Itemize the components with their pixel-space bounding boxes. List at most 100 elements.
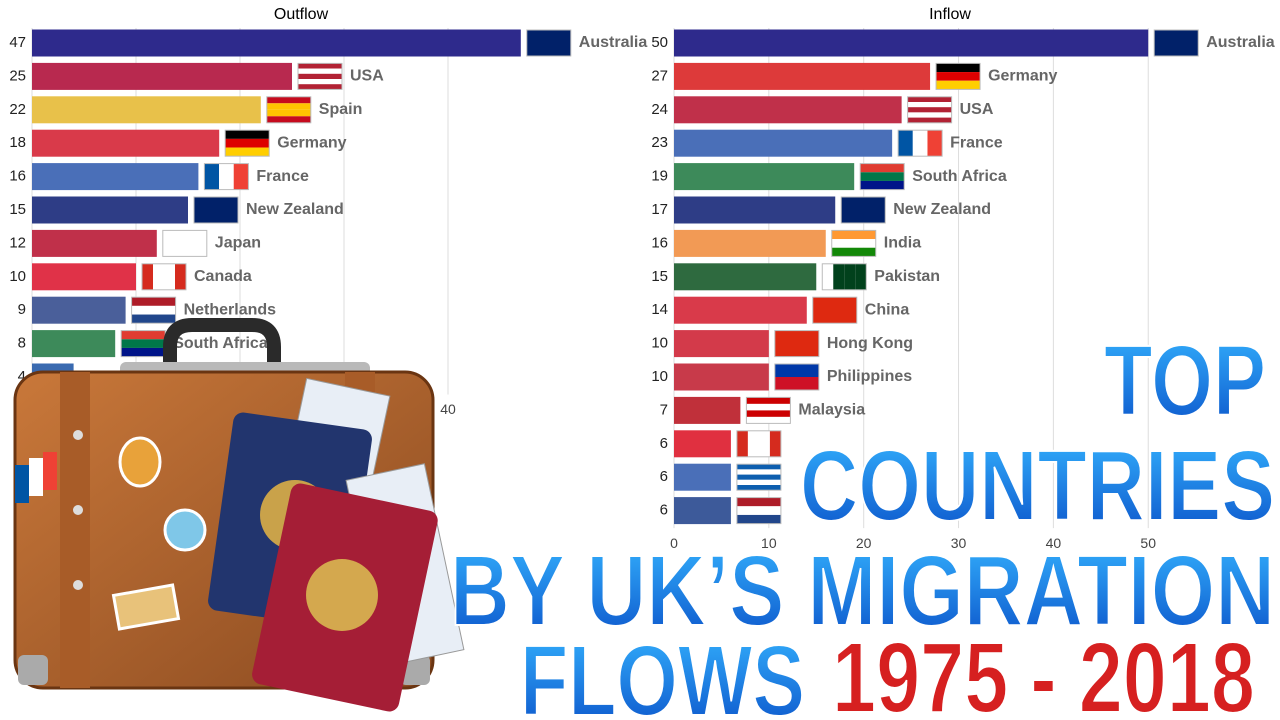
category-label: France <box>950 134 1003 151</box>
chart-title: Inflow <box>929 6 971 23</box>
category-label: Philippines <box>827 368 912 385</box>
value-label: 9 <box>18 301 26 318</box>
bar <box>32 263 136 291</box>
flag-stripe <box>774 364 819 377</box>
flag-border <box>831 229 877 257</box>
flag-stripe <box>841 197 886 223</box>
suitcase-illustration <box>13 318 465 712</box>
x-tick-label: 40 <box>440 401 456 417</box>
category-label: Germany <box>988 68 1057 85</box>
category-label: South Africa <box>912 168 1007 185</box>
bar <box>674 497 731 525</box>
flag-stripe <box>936 80 981 90</box>
flag-border <box>141 263 187 291</box>
flag-stripe <box>736 514 781 524</box>
value-label: 14 <box>651 301 668 318</box>
bar <box>674 430 731 458</box>
flag-stripe <box>204 163 220 190</box>
flag-stripe <box>907 96 952 102</box>
flag-stripe <box>746 410 791 417</box>
category-label: Pakistan <box>874 268 940 285</box>
flag-border <box>935 62 981 90</box>
category-label: France <box>256 168 309 185</box>
flag-stripe <box>736 479 781 485</box>
flag-stripe <box>266 96 311 104</box>
bar <box>32 196 188 224</box>
value-label: 15 <box>9 201 26 218</box>
flag-stripe <box>927 130 943 157</box>
flag-stripe <box>736 485 781 491</box>
value-label: 27 <box>651 67 668 84</box>
flag-border <box>203 163 249 191</box>
flag-stripe <box>225 147 270 157</box>
flag-border <box>821 263 867 291</box>
flag-border <box>812 296 858 324</box>
flag-stripe <box>907 117 952 123</box>
flag-stripe <box>131 314 176 324</box>
flag-stripe <box>225 130 270 139</box>
flag-stripe <box>860 180 905 190</box>
flag-border <box>162 229 208 257</box>
category-label: New Zealand <box>893 201 991 218</box>
bar <box>674 129 893 157</box>
bar <box>674 163 855 191</box>
value-label: 6 <box>660 502 668 519</box>
flag-stripe <box>142 263 153 290</box>
flag-stripe <box>162 230 207 257</box>
flag-stripe <box>298 84 342 90</box>
flag-stripe <box>526 30 571 56</box>
headline-text: COUNTRIES <box>800 430 1275 542</box>
category-label: USA <box>960 101 994 118</box>
flag-border <box>526 29 572 57</box>
flag-stripe <box>298 73 342 79</box>
flag-border <box>736 430 782 458</box>
flag-stripe <box>194 197 238 223</box>
value-label: 25 <box>9 67 26 84</box>
flag-stripe <box>774 330 819 357</box>
bar <box>674 196 836 224</box>
flag-stripe <box>831 230 876 240</box>
charts: Outflow01020304047Australia25USA22Spain1… <box>9 6 1274 551</box>
flag-stripe <box>936 63 981 73</box>
x-tick-label: 50 <box>1140 535 1156 551</box>
bar <box>32 129 220 157</box>
x-tick-label: 20 <box>856 535 872 551</box>
bar <box>32 296 126 324</box>
value-label: 24 <box>651 101 668 118</box>
flag-border <box>774 330 820 358</box>
x-tick-label: 10 <box>761 535 777 551</box>
category-label: Japan <box>215 235 261 252</box>
category-label: Malaysia <box>798 402 865 419</box>
category-label: Hong Kong <box>827 335 913 352</box>
value-label: 6 <box>660 468 668 485</box>
category-label: India <box>884 235 921 252</box>
flag-stripe <box>298 79 342 85</box>
bar <box>674 263 817 291</box>
flag-stripe <box>936 72 981 81</box>
category-label: Canada <box>194 268 252 285</box>
value-label: 47 <box>9 34 26 51</box>
category-label: New Zealand <box>246 201 344 218</box>
flag-stripe <box>121 339 166 348</box>
flag-stripe <box>747 430 759 457</box>
flag-border <box>193 196 239 224</box>
value-label: 16 <box>9 168 26 185</box>
bar <box>32 330 116 358</box>
flag-stripe <box>736 469 781 475</box>
bar <box>674 62 931 90</box>
flag-stripe <box>907 102 952 108</box>
value-label: 23 <box>651 134 668 151</box>
bar <box>674 29 1149 57</box>
bar <box>32 163 199 191</box>
value-label: 4 <box>18 368 26 385</box>
flag-border <box>897 129 943 157</box>
flag-stripe <box>746 397 791 404</box>
value-label: 6 <box>660 435 668 452</box>
flag-stripe <box>912 130 928 157</box>
flag-stripe <box>736 506 781 515</box>
flag-stripe <box>860 163 905 173</box>
x-tick-label: 40 <box>1046 535 1062 551</box>
flag-stripe <box>855 263 867 290</box>
category-label: South Africa <box>173 335 268 352</box>
